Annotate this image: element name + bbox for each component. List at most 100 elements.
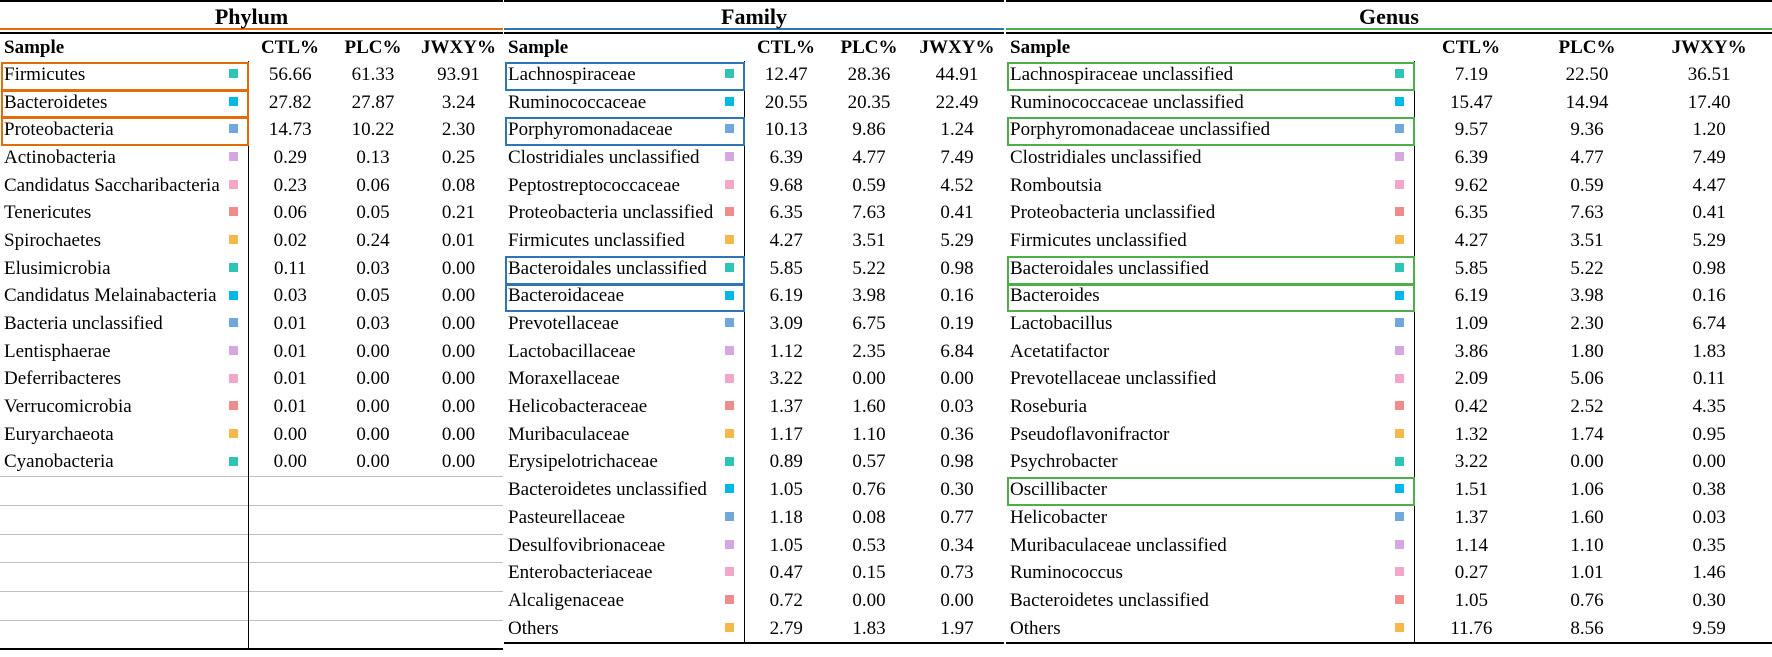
phylum-empty-cell (414, 619, 504, 651)
family-row-jwxy: 0.36 (940, 423, 974, 445)
color-swatch-icon (228, 290, 238, 300)
phylum-row-ctl: 14.73 (268, 119, 312, 141)
genus-row-ctl: 5.85 (1454, 257, 1488, 279)
genus-row-ctl: 1.32 (1454, 423, 1488, 445)
color-swatch-icon (1394, 567, 1404, 577)
genus-row-name: Bacteroidales unclassified (1006, 254, 1415, 283)
phylum-row-plc: 0.06 (356, 174, 390, 196)
family-row-name: Peptostreptococcaceae (504, 171, 745, 200)
phylum-empty-cell (414, 533, 504, 563)
color-swatch-icon (228, 428, 238, 438)
genus-row-name: Pseudoflavonifractor (1006, 420, 1415, 449)
genus-row-ctl: 9.57 (1454, 119, 1488, 141)
family-row: Bacteroidales unclassified 5.85 5.22 0.98 (504, 254, 1004, 283)
genus-row-jwxy: 36.51 (1687, 63, 1731, 85)
genus-title: Genus (1006, 0, 1772, 33)
genus-row-name: Prevotellaceae unclassified (1006, 365, 1415, 394)
phylum-header-ctl: CTL% (248, 32, 332, 61)
phylum-row: Spirochaetes 0.02 0.24 0.01 (0, 227, 503, 255)
family-row: Bacteroidetes unclassified 1.05 0.76 0.30 (504, 476, 1004, 504)
phylum-row-ctl: 0.23 (273, 174, 307, 196)
genus-row-plc: 8.56 (1527, 614, 1647, 645)
color-swatch-icon (228, 152, 238, 162)
family-row-ctl: 9.68 (769, 174, 803, 196)
genus-row-name: Lactobacillus (1006, 310, 1415, 338)
phylum-row-name: Proteobacteria (0, 116, 249, 145)
genus-row-jwxy: 0.35 (1692, 534, 1726, 556)
phylum-empty-cell (248, 533, 332, 563)
color-swatch-icon (724, 539, 734, 549)
genus-row-plc: 1.06 (1570, 479, 1604, 501)
family-row-plc: 0.76 (852, 479, 886, 501)
genus-row: Bacteroides 6.19 3.98 0.16 (1006, 282, 1772, 311)
family-row-plc: 0.00 (852, 589, 886, 611)
color-swatch-icon (228, 179, 238, 189)
family-row-plc: 0.53 (852, 534, 886, 556)
family-row: Desulfovibrionaceae 1.05 0.53 0.34 (504, 531, 1004, 560)
genus-row-label: Porphyromonadaceae unclassified (1010, 119, 1271, 141)
family-row-ctl: 12.47 (764, 63, 808, 85)
color-swatch-icon (724, 262, 734, 272)
color-swatch-icon (228, 262, 238, 272)
color-swatch-icon (1394, 124, 1404, 134)
genus-row-plc: 1.10 (1570, 534, 1604, 556)
phylum-row-name: Firmicutes (0, 61, 249, 89)
family-row-plc: 0.59 (852, 174, 886, 196)
genus-row-name: Firmicutes unclassified (1006, 227, 1415, 255)
family-row-name: Alcaligenaceae (504, 587, 745, 615)
phylum-row-ctl: 0.03 (273, 285, 307, 307)
genus-header-plc: PLC% (1527, 32, 1647, 61)
genus-row-jwxy: 6.74 (1692, 313, 1726, 335)
genus-row-jwxy: 0.16 (1692, 285, 1726, 307)
genus-row-plc: 5.22 (1570, 257, 1604, 279)
phylum-row-label: Elusimicrobia (4, 257, 111, 279)
genus-row-jwxy: 7.49 (1692, 146, 1726, 168)
family-row-ctl: 1.18 (769, 506, 803, 528)
family-row-name: Bacteroidetes unclassified (504, 476, 745, 504)
phylum-row (0, 562, 504, 592)
genus-row-plc: 22.50 (1565, 63, 1609, 85)
phylum-row: Lentisphaerae 0.01 0.00 0.00 (0, 337, 503, 366)
family-row-jwxy: 1.24 (940, 119, 974, 141)
genus-row-name: Ruminococcaceae unclassified (1006, 88, 1415, 117)
family-row-name: Pasteurellaceae (504, 504, 745, 532)
phylum-row-name: Bacteroidetes (0, 88, 249, 117)
phylum-row-label: Tenericutes (4, 202, 92, 224)
genus-row-plc: 4.77 (1570, 146, 1604, 168)
phylum-empty-cell (248, 476, 332, 506)
family-row: Bacteroidaceae 6.19 3.98 0.16 (504, 282, 1004, 311)
phylum-row: Cyanobacteria 0.00 0.00 0.00 (0, 448, 503, 477)
family-row-ctl: 6.19 (769, 285, 803, 307)
family-row-ctl: 6.35 (769, 202, 803, 224)
phylum-row: Firmicutes 56.66 61.33 93.91 (0, 61, 503, 89)
genus-row-jwxy: 0.00 (1692, 451, 1726, 473)
phylum-row-jwxy: 0.00 (441, 340, 476, 362)
phylum-row-name: Elusimicrobia (0, 254, 249, 283)
color-swatch-icon (228, 456, 238, 466)
family-row: Firmicutes unclassified 4.27 3.51 5.29 (504, 227, 1004, 255)
color-swatch-icon (1394, 595, 1404, 605)
phylum-header-sample: Sample (0, 32, 248, 61)
color-swatch-icon (1394, 96, 1404, 106)
family-row-label: Desulfovibrionaceae (508, 534, 666, 556)
phylum-row (0, 619, 504, 651)
phylum-row-jwxy: 0.01 (441, 229, 476, 251)
genus-row-ctl: 3.86 (1454, 340, 1488, 362)
phylum-row-name: Candidatus Saccharibacteria (0, 171, 249, 200)
family-row-jwxy: 0.00 (940, 368, 974, 390)
genus-row: Pseudoflavonifractor 1.32 1.74 0.95 (1006, 420, 1772, 449)
family-row: Helicobacteraceae 1.37 1.60 0.03 (504, 393, 1004, 421)
phylum-row-label: Firmicutes (4, 63, 86, 85)
genus-row: Clostridiales unclassified 6.39 4.77 7.49 (1006, 144, 1772, 172)
genus-row-plc: 9.36 (1570, 119, 1604, 141)
color-swatch-icon (724, 456, 734, 466)
family-row-name: Helicobacteraceae (504, 393, 745, 421)
family-row-label: Ruminococcaceae (508, 91, 647, 113)
phylum-row-name: Tenericutes (0, 199, 249, 228)
family-row-label: Prevotellaceae (508, 313, 619, 335)
phylum-row-name: Cyanobacteria (0, 448, 249, 477)
color-swatch-icon (1394, 69, 1404, 78)
color-swatch-icon (228, 401, 238, 411)
genus-row: Bacteroidetes unclassified 1.05 0.76 0.30 (1006, 587, 1772, 615)
family-row-plc: 0.00 (852, 368, 886, 390)
